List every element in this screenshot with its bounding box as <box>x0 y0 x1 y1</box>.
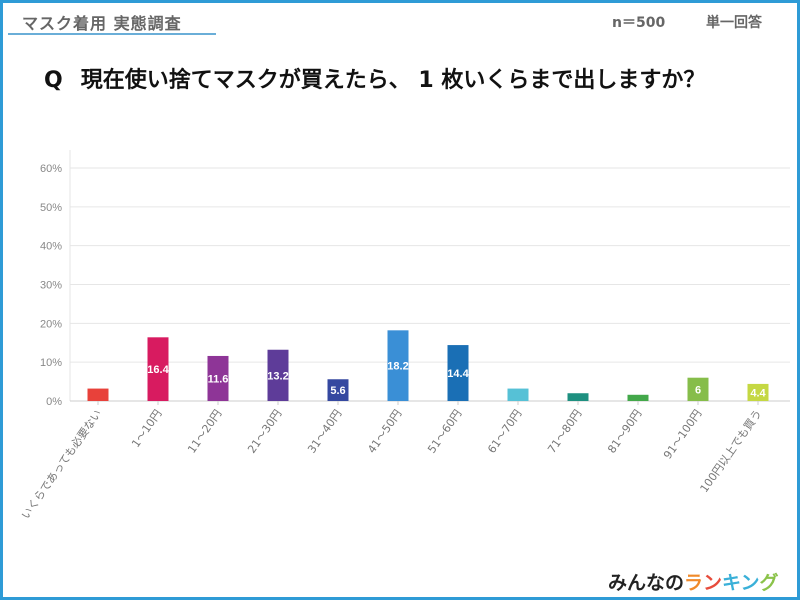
data-label: 5.6 <box>330 385 345 397</box>
y-tick-label: 40% <box>40 241 62 253</box>
y-tick-label: 30% <box>40 280 62 292</box>
data-label: 18.2 <box>387 361 408 373</box>
logo-text-part1: みんなの <box>608 572 685 594</box>
survey-title: マスク着用 実態調査 <box>22 14 182 33</box>
x-tick-label: 41～50円 <box>365 407 404 455</box>
question-prefix: Q <box>44 68 63 93</box>
question-text: 現在使い捨てマスクが買えたら、 1 枚いくらまで出しますか？ <box>80 68 706 93</box>
x-tick-label: 1～10円 <box>129 407 164 450</box>
logo: みんなのランキング <box>608 568 779 595</box>
data-label: 16.4 <box>147 364 169 376</box>
x-tick-label: 71～80円 <box>545 407 584 455</box>
logo-char: キ <box>722 572 741 594</box>
y-tick-label: 20% <box>40 318 62 330</box>
y-tick-label: 0% <box>46 396 62 408</box>
answer-type: 単一回答 <box>706 15 762 31</box>
title-underline <box>8 33 216 35</box>
bar <box>567 393 589 401</box>
logo-char: ラ <box>684 572 704 594</box>
data-label: 4.4 <box>750 387 766 399</box>
bar <box>447 345 469 401</box>
question: Q 現在使い捨てマスクが買えたら、 1 枚いくらまで出しますか？ <box>44 62 705 94</box>
bar <box>747 383 769 401</box>
bar <box>507 388 529 401</box>
data-label: 11.6 <box>208 373 229 385</box>
data-label: 6 <box>695 384 701 396</box>
bar <box>267 349 289 401</box>
y-tick-label: 50% <box>40 202 62 214</box>
logo-char: ン <box>740 572 760 594</box>
bar <box>327 379 349 401</box>
bar <box>87 388 109 401</box>
y-tick-label: 10% <box>40 357 62 369</box>
bar <box>627 394 649 401</box>
x-tick-label: 91～100円 <box>661 407 704 461</box>
x-tick-label: 31～40円 <box>305 407 344 455</box>
logo-text-part2: ランキング <box>684 572 779 594</box>
x-tick-label: 21～30円 <box>245 407 284 455</box>
logo-char: ン <box>703 572 723 594</box>
data-label: 13.2 <box>267 370 288 382</box>
x-tick-label: 11～20円 <box>185 407 224 455</box>
y-tick-label: 60% <box>40 163 62 175</box>
x-tick-label: いくらであっても必要ない <box>19 407 104 521</box>
data-label: 14.4 <box>447 368 469 380</box>
bar <box>687 377 709 401</box>
x-tick-label: 51～60円 <box>425 407 464 455</box>
bar <box>147 337 169 401</box>
x-tick-label: 100円以上でも買う <box>698 407 765 495</box>
bar <box>207 355 229 401</box>
x-tick-label: 81～90円 <box>605 407 644 455</box>
sample-size: n＝500 <box>612 15 666 31</box>
logo-char: グ <box>759 572 779 594</box>
bar <box>387 330 409 401</box>
x-tick-label: 61～70円 <box>485 407 524 455</box>
